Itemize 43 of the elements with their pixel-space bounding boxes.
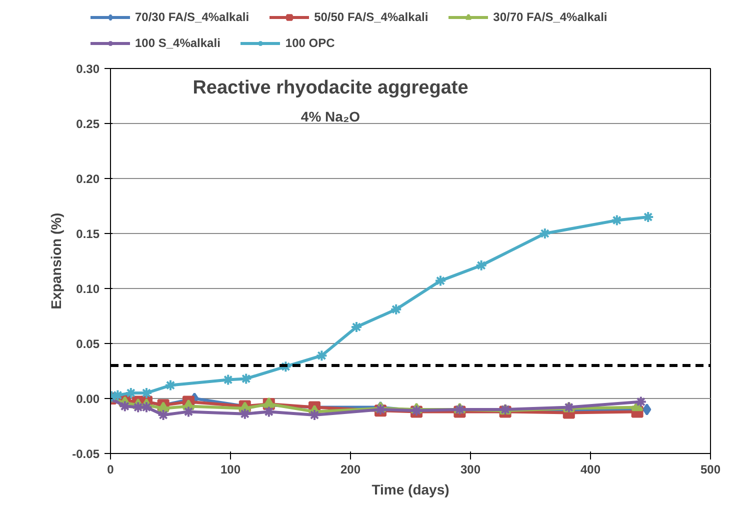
point <box>316 350 328 362</box>
point <box>538 228 551 240</box>
point <box>642 211 654 223</box>
point <box>140 387 152 399</box>
point <box>634 396 647 408</box>
point <box>124 387 137 399</box>
legend-label: 50/50 FA/S_4%alkali <box>314 10 428 24</box>
point <box>390 303 402 316</box>
x-tick-label: 0 <box>107 462 114 476</box>
legend-label: 100 OPC <box>285 36 335 50</box>
legend-label: 100 S_4%alkali <box>135 36 220 50</box>
y-tick-label: 0.05 <box>76 337 100 351</box>
point <box>240 372 252 385</box>
point <box>118 400 131 412</box>
y-tick-label: -0.05 <box>72 447 100 461</box>
point <box>140 401 152 414</box>
point <box>308 409 320 421</box>
x-axis-title: Time (days) <box>372 482 450 498</box>
legend-label: 30/70 FA/S_4%alkali <box>493 10 608 24</box>
y-tick-label: 0.25 <box>76 117 100 131</box>
text: Reactive rhyodacite aggregate <box>192 78 468 98</box>
y-tick-label: 0.20 <box>76 172 100 186</box>
y-tick-label: 0.00 <box>76 392 100 406</box>
point <box>434 274 446 287</box>
point <box>642 404 652 416</box>
y-axis-title: Expansion (%) <box>48 212 64 310</box>
point <box>164 379 176 392</box>
y-tick-label: 0.10 <box>76 282 100 296</box>
point <box>262 406 275 418</box>
point <box>157 409 170 421</box>
x-tick-label: 200 <box>340 462 361 476</box>
legend-label: 70/30 FA/S_4%alkali <box>135 10 250 24</box>
x-tick-label: 400 <box>580 462 601 476</box>
point <box>350 321 362 333</box>
text: 4% Na₂O <box>300 108 360 124</box>
y-tick-label: 0.30 <box>76 62 100 76</box>
x-tick-label: 100 <box>220 462 241 476</box>
x-tick-label: 300 <box>460 462 481 476</box>
point <box>475 259 488 272</box>
point <box>610 214 623 226</box>
y-tick-label: 0.15 <box>76 227 100 241</box>
point <box>182 406 194 418</box>
x-tick-label: 500 <box>700 462 721 476</box>
